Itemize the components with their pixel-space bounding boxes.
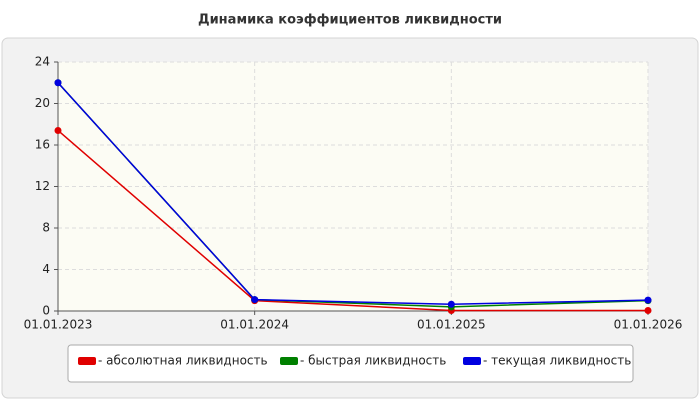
- x-tick-label: 01.01.2026: [614, 318, 683, 332]
- y-tick-label: 0: [42, 304, 50, 318]
- point: [644, 306, 652, 314]
- x-tick-label: 01.01.2024: [220, 318, 289, 332]
- legend-swatch: [78, 357, 96, 365]
- legend-label: - абсолютная ликвидность: [98, 354, 268, 368]
- series-line: [57, 129, 648, 312]
- point: [251, 296, 259, 304]
- chart-title: Динамика коэффициентов ликвидности: [198, 13, 502, 28]
- y-tick-label: 20: [35, 96, 50, 110]
- legend-label: - текущая ликвидность: [483, 354, 631, 368]
- point: [54, 126, 62, 134]
- y-tick-label: 12: [35, 179, 50, 193]
- series-line: [57, 82, 649, 306]
- legend-label: - быстрая ликвидность: [300, 354, 446, 368]
- legend-swatch: [280, 357, 298, 365]
- point: [644, 296, 652, 304]
- point: [447, 300, 455, 308]
- y-tick-label: 8: [42, 221, 50, 235]
- legend: [67, 344, 634, 383]
- x-tick-label: 01.01.2025: [417, 318, 486, 332]
- y-tick-label: 16: [35, 138, 50, 152]
- point: [54, 79, 62, 87]
- legend-swatch: [463, 357, 481, 365]
- y-tick-label: 4: [42, 262, 50, 276]
- x-tick-label: 01.01.2023: [24, 318, 93, 332]
- y-tick-label: 24: [35, 55, 50, 69]
